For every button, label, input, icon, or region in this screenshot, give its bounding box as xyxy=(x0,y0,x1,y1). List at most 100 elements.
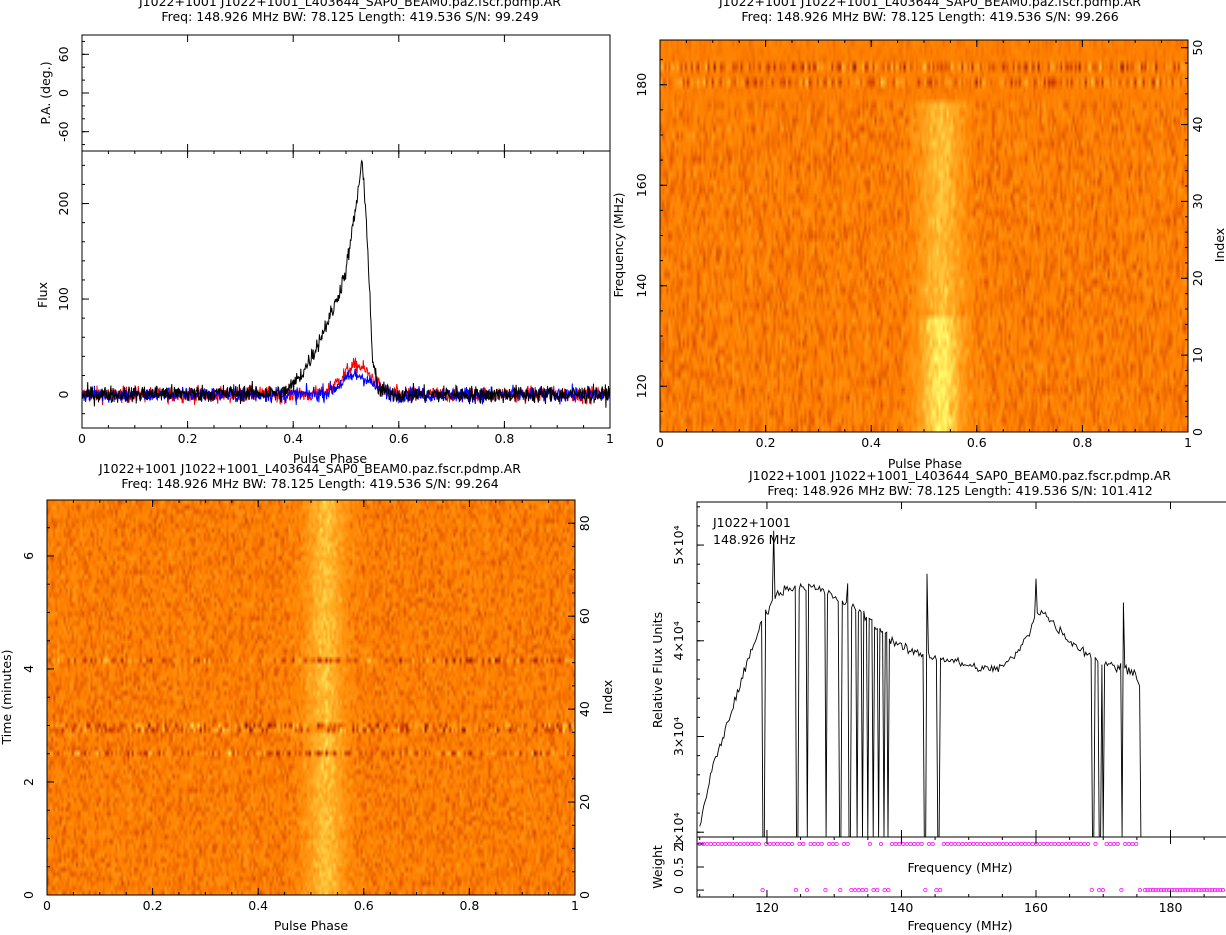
weight-point xyxy=(1196,887,1201,893)
weight-point xyxy=(930,841,935,847)
weight-ytick-label: 1 xyxy=(671,840,686,848)
weight-point xyxy=(1115,841,1120,847)
profile-xtick-label: 1 xyxy=(606,431,614,446)
weight-point xyxy=(1060,841,1065,847)
weight-point xyxy=(912,841,917,847)
profile-total-line xyxy=(81,159,611,408)
weight-point xyxy=(1183,887,1188,893)
freqphase-ytick-label: 180 xyxy=(634,73,649,97)
weight-point xyxy=(1172,887,1177,893)
profile-xtick-label: 0.4 xyxy=(283,431,303,446)
pa-ytick-label: 0 xyxy=(56,89,71,97)
weight-point xyxy=(1111,841,1117,847)
timephase-xtick-label: 0.4 xyxy=(248,898,268,913)
weight-point xyxy=(1150,887,1156,893)
weight-point xyxy=(819,841,824,847)
weight-point xyxy=(1119,887,1124,893)
weight-point xyxy=(1049,841,1054,847)
weight-point xyxy=(1156,887,1161,893)
freqphase-ytick-label: 140 xyxy=(634,274,649,298)
weight-point xyxy=(897,841,902,847)
weight-point xyxy=(1067,841,1072,847)
weight-point xyxy=(753,841,758,847)
weight-point xyxy=(793,887,798,893)
weight-point xyxy=(871,887,876,893)
weight-xtick-label: 120 xyxy=(755,900,779,915)
weight-point xyxy=(1134,841,1139,847)
pa-ytick-label: -60 xyxy=(56,121,71,141)
timephase-header-line2: Freq: 148.926 MHz BW: 78.125 Length: 419… xyxy=(121,476,499,491)
profile-ytick-label: 100 xyxy=(56,287,71,311)
frequency-phase-heatmap xyxy=(660,40,1188,432)
weight-point xyxy=(908,841,913,847)
weight-point xyxy=(1185,887,1191,893)
profile-xtick-label: 0.2 xyxy=(178,431,198,446)
weight-point xyxy=(1210,887,1215,893)
profile-ytick-label: 200 xyxy=(56,192,71,216)
weight-point xyxy=(1108,841,1113,847)
weight-point xyxy=(923,887,928,893)
weight-point xyxy=(716,841,721,847)
timephase-xtick-label: 0.2 xyxy=(143,898,163,913)
profile-xtick-label: 0 xyxy=(78,431,86,446)
bandpass-header-line2: Freq: 148.926 MHz BW: 78.125 Length: 419… xyxy=(767,483,1153,498)
weight-point xyxy=(827,841,832,847)
weight-ylabel: Weight xyxy=(650,845,665,889)
weight-point xyxy=(1089,887,1094,893)
bandpass-xlabel: Frequency (MHz) xyxy=(907,860,1012,875)
weight-point xyxy=(830,841,835,847)
timephase-index-ytick-label: 20 xyxy=(577,794,592,810)
profile-header-line1: J1022+1001 J1022+1001_L403644_SAP0_BEAM0… xyxy=(139,0,561,9)
weight-point xyxy=(1071,841,1076,847)
timephase-index-ytick-label: 60 xyxy=(577,608,592,624)
freqphase-xtick-label: 0.2 xyxy=(756,435,776,450)
weight-point xyxy=(845,841,850,847)
weight-point xyxy=(867,841,872,847)
weight-point xyxy=(804,887,810,893)
weight-points xyxy=(697,841,1226,893)
freqphase-index-ytick-label: 20 xyxy=(1190,270,1205,286)
freqphase-xtick-label: 0 xyxy=(656,435,664,450)
freqphase-xlabel: Pulse Phase xyxy=(888,456,963,471)
bandpass-header: J1022+1001 J1022+1001_L403644_SAP0_BEAM0… xyxy=(660,468,1226,498)
weight-point xyxy=(893,841,898,847)
weight-point xyxy=(978,841,983,847)
weight-point xyxy=(834,841,839,847)
weight-point xyxy=(801,841,806,847)
weight-point xyxy=(975,841,980,847)
bandpass-annotation-line1: J1022+1001 xyxy=(712,515,791,530)
timephase-xtick-label: 1 xyxy=(571,898,579,913)
weight-point xyxy=(949,841,954,847)
weight-point xyxy=(1207,887,1212,893)
profile-header: J1022+1001 J1022+1001_L403644_SAP0_BEAM0… xyxy=(60,0,640,24)
weight-point xyxy=(1177,887,1183,893)
weight-point xyxy=(723,841,728,847)
weight-point xyxy=(1126,841,1131,847)
weight-point xyxy=(1220,887,1226,893)
weight-point xyxy=(971,841,976,847)
weight-point xyxy=(734,841,739,847)
weight-point xyxy=(1045,841,1050,847)
weight-point xyxy=(852,887,858,893)
timephase-ytick-label: 6 xyxy=(21,552,36,560)
timephase-xtick-label: 0.6 xyxy=(354,898,374,913)
timephase-ylabel: Time (minutes) xyxy=(0,650,14,746)
timephase-header: J1022+1001 J1022+1001_L403644_SAP0_BEAM0… xyxy=(20,461,600,491)
weight-point xyxy=(1015,841,1020,847)
weight-point xyxy=(719,841,724,847)
weight-point xyxy=(1097,887,1102,893)
weight-point xyxy=(1175,887,1180,893)
weight-point xyxy=(1041,841,1046,847)
weight-point xyxy=(1037,841,1043,847)
freqphase-ytick-label: 160 xyxy=(634,173,649,197)
weight-point xyxy=(993,841,998,847)
weight-ytick-label: 0.5 xyxy=(671,857,686,877)
bandpass-line xyxy=(699,530,1142,838)
weight-point xyxy=(756,841,761,847)
weight-point xyxy=(738,841,743,847)
weight-point xyxy=(1026,841,1032,847)
weight-point xyxy=(1123,841,1128,847)
weight-point xyxy=(1204,887,1209,893)
weight-point xyxy=(1104,841,1109,847)
weight-point xyxy=(812,841,817,847)
